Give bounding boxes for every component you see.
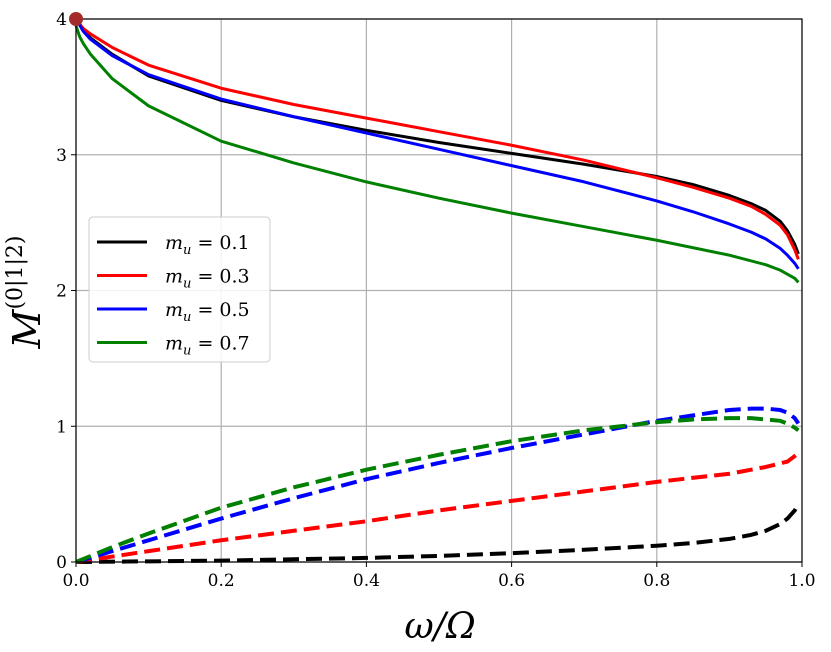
x-axis-label: ω/Ω — [404, 606, 475, 647]
x-tick-label-0: 0.0 — [62, 571, 89, 591]
y-tick-label-3: 3 — [56, 146, 67, 166]
ticks: 0.0 0.2 0.4 0.6 0.8 1.0 0 1 2 3 4 — [56, 10, 815, 591]
series-line-7 — [75, 416, 800, 564]
legend-box — [88, 216, 271, 363]
series-line-3 — [74, 25, 800, 284]
legend-label-3: mu = 0.7 — [165, 333, 250, 359]
legend-label-1: mu = 0.3 — [165, 266, 250, 292]
y-axis-label-sup: (0|1|2) — [3, 236, 28, 310]
start-point-marker — [69, 12, 83, 26]
x-tick-label-2: 0.4 — [353, 571, 380, 591]
x-tick-label-4: 0.8 — [643, 571, 670, 591]
series-group — [74, 18, 801, 564]
svg-text:M(0|1|2): M(0|1|2) — [3, 236, 49, 350]
legend-label-0: mu = 0.1 — [165, 232, 250, 258]
x-tick-label-1: 0.2 — [208, 571, 235, 591]
x-tick-label-5: 1.0 — [788, 571, 815, 591]
y-axis-label-main: M — [5, 308, 49, 349]
y-tick-label-2: 2 — [56, 282, 67, 302]
series-line-5 — [75, 451, 800, 564]
legend-label-2: mu = 0.5 — [165, 299, 250, 325]
series-line-1 — [74, 18, 800, 260]
y-tick-label-4: 4 — [56, 10, 67, 30]
series-line-4 — [75, 502, 801, 564]
series-line-6 — [75, 406, 801, 564]
legend: mu = 0.1 mu = 0.3 mu = 0.5 mu = 0.7 — [88, 216, 271, 363]
y-axis-label: M(0|1|2) — [3, 236, 49, 350]
x-tick-label-3: 0.6 — [498, 571, 525, 591]
series-line-2 — [74, 18, 800, 270]
y-tick-label-0: 0 — [56, 553, 67, 573]
y-tick-label-1: 1 — [56, 417, 67, 437]
marker-group — [69, 12, 83, 26]
